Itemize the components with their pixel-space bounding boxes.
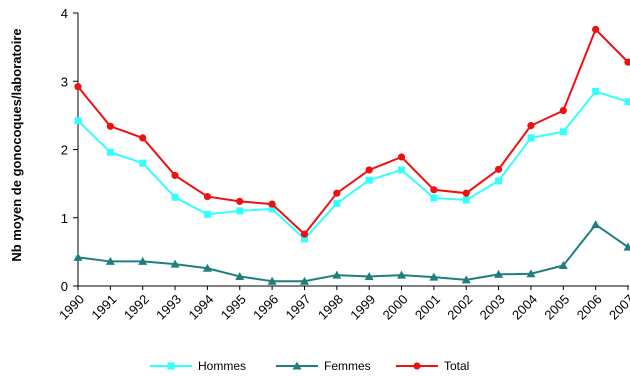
data-point-total xyxy=(74,83,82,91)
x-tick-label: 2003 xyxy=(477,292,508,323)
x-tick-label: 1998 xyxy=(315,292,346,323)
x-tick-label: 2006 xyxy=(574,292,605,323)
data-point-hommes xyxy=(527,134,535,142)
x-tick-label: 1999 xyxy=(347,292,378,323)
data-point-femmes xyxy=(170,259,180,268)
data-point-total xyxy=(333,189,341,197)
series-line-hommes xyxy=(77,90,629,241)
data-point-hommes xyxy=(430,194,438,202)
data-point-femmes xyxy=(299,276,309,285)
x-tick-label: 2004 xyxy=(509,292,540,323)
y-tick-label: 2 xyxy=(61,143,68,158)
y-axis-label: Nb moyen de gonocoques/laboratoire xyxy=(9,28,24,261)
data-point-total xyxy=(494,165,503,173)
series-hommes xyxy=(74,87,630,243)
legend-item-hommes: Hommes xyxy=(150,359,246,373)
data-point-total xyxy=(430,186,438,194)
data-point-femmes xyxy=(494,269,504,278)
x-tick-label: 1994 xyxy=(185,292,216,323)
data-point-hommes xyxy=(592,87,600,95)
data-point-hommes xyxy=(333,199,341,207)
data-point-total xyxy=(365,166,373,174)
axes xyxy=(77,13,629,287)
x-tick-label: 1996 xyxy=(250,292,281,323)
legend-label-femmes: Femmes xyxy=(324,359,371,373)
data-point-femmes xyxy=(623,242,630,251)
data-point-femmes xyxy=(397,270,407,279)
data-point-total xyxy=(462,189,470,197)
x-tick-label: 1990 xyxy=(56,292,87,323)
legend-marker-femmes xyxy=(292,361,302,370)
data-point-femmes xyxy=(138,256,148,265)
x-tick-label: 1995 xyxy=(218,292,249,323)
legend-marker-hommes xyxy=(167,362,175,370)
series-line-femmes xyxy=(77,223,629,283)
data-point-femmes xyxy=(591,220,601,229)
data-point-femmes xyxy=(461,275,471,284)
data-point-total xyxy=(592,25,600,33)
x-tick-label: 1991 xyxy=(88,292,119,323)
y-tick-label: 0 xyxy=(61,279,68,294)
data-point-total xyxy=(300,230,309,238)
data-point-hommes xyxy=(236,207,244,215)
data-point-hommes xyxy=(365,176,373,184)
data-point-hommes xyxy=(268,205,276,213)
x-tick-label: 1993 xyxy=(153,292,184,323)
data-point-femmes xyxy=(235,271,245,280)
legend-label-total: Total xyxy=(444,359,469,373)
data-point-total xyxy=(203,192,212,201)
data-point-total xyxy=(139,134,147,142)
data-point-total xyxy=(397,153,406,161)
series-femmes xyxy=(73,220,630,285)
x-tick-label: 2002 xyxy=(444,292,475,323)
x-tick-label: 2005 xyxy=(541,292,572,323)
data-point-hommes xyxy=(300,235,308,243)
data-point-femmes xyxy=(105,256,115,265)
y-tick-label: 1 xyxy=(61,211,68,226)
data-point-hommes xyxy=(624,98,630,106)
data-point-femmes xyxy=(202,263,212,272)
data-point-hommes xyxy=(139,159,147,167)
data-point-total xyxy=(624,58,630,66)
x-tick-label: 1992 xyxy=(121,292,152,323)
data-point-total xyxy=(106,122,114,130)
data-point-hommes xyxy=(495,177,503,185)
series-line-total xyxy=(77,27,629,236)
data-point-femmes xyxy=(558,261,568,270)
legend-item-femmes: Femmes xyxy=(276,359,371,373)
data-point-total xyxy=(268,200,276,208)
data-point-total xyxy=(559,106,567,115)
x-tick-label: 1997 xyxy=(283,292,314,323)
y-tick-label: 4 xyxy=(61,6,68,21)
y-tick-label: 3 xyxy=(61,74,68,89)
data-point-hommes xyxy=(559,128,567,136)
x-tick-label: 2007 xyxy=(606,292,630,323)
x-axis-ticks: 1990 1991 1992 1993 1994 1995 1996 1997 1998 1999… xyxy=(56,286,630,323)
data-point-hommes xyxy=(171,193,179,201)
series-group xyxy=(73,25,630,285)
data-point-femmes xyxy=(526,269,536,278)
data-point-hommes xyxy=(106,148,114,156)
legend-marker-total xyxy=(413,362,421,370)
series-total xyxy=(74,25,630,238)
legend-label-hommes: Hommes xyxy=(198,359,246,373)
x-tick-label: 2000 xyxy=(380,292,411,323)
data-point-total xyxy=(236,197,244,205)
data-point-femmes xyxy=(267,276,277,285)
data-point-total xyxy=(171,171,179,180)
x-tick-label: 2001 xyxy=(412,292,443,323)
data-point-total xyxy=(527,122,535,130)
data-point-hommes xyxy=(462,196,470,204)
legend: Hommes Femmes Total xyxy=(150,359,469,373)
data-point-femmes xyxy=(364,271,374,280)
data-point-femmes xyxy=(429,272,439,281)
data-point-hommes xyxy=(74,117,82,125)
data-point-hommes xyxy=(398,166,406,174)
data-point-hommes xyxy=(203,210,211,218)
y-axis-ticks: 0 1 2 3 4 xyxy=(61,6,78,294)
data-point-femmes xyxy=(332,270,342,279)
data-point-femmes xyxy=(73,252,83,261)
legend-item-total: Total xyxy=(396,359,469,373)
